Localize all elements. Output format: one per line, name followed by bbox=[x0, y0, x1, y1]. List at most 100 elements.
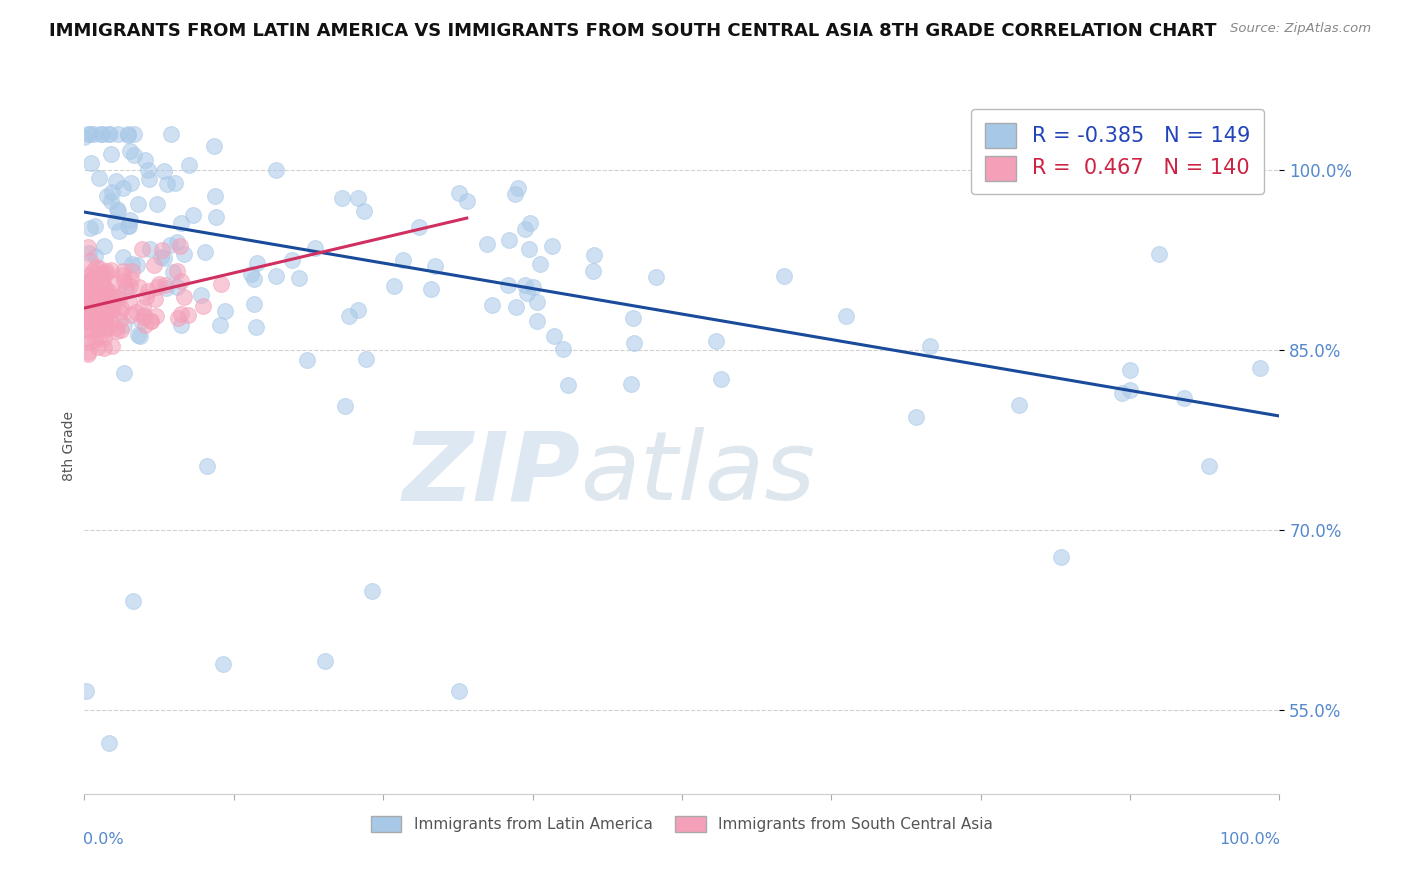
Point bbox=[347, 302, 370, 317]
Point bbox=[98, 127, 121, 141]
Point bbox=[145, 309, 167, 323]
Point bbox=[177, 308, 200, 322]
Point bbox=[107, 204, 129, 219]
Text: IMMIGRANTS FROM LATIN AMERICA VS IMMIGRANTS FROM SOUTH CENTRAL ASIA 8TH GRADE CO: IMMIGRANTS FROM LATIN AMERICA VS IMMIGRA… bbox=[49, 22, 1216, 40]
Point bbox=[101, 302, 124, 317]
Point bbox=[94, 312, 117, 326]
Point bbox=[191, 299, 214, 313]
Point bbox=[138, 171, 160, 186]
Point bbox=[541, 238, 564, 252]
Point bbox=[84, 219, 107, 233]
Point bbox=[91, 276, 114, 290]
Point bbox=[110, 323, 132, 337]
Point bbox=[112, 274, 135, 288]
Point bbox=[90, 317, 112, 331]
Point bbox=[143, 258, 166, 272]
Point bbox=[551, 342, 574, 356]
Point bbox=[80, 156, 103, 170]
Point bbox=[120, 144, 142, 158]
Text: ZIP: ZIP bbox=[402, 427, 581, 520]
Point bbox=[266, 163, 288, 178]
Point bbox=[132, 310, 155, 324]
Point bbox=[96, 264, 118, 278]
Text: 100.0%: 100.0% bbox=[1219, 832, 1281, 847]
Point bbox=[243, 296, 266, 310]
Point bbox=[90, 286, 112, 301]
Point bbox=[80, 293, 103, 307]
Point bbox=[114, 278, 136, 293]
Point bbox=[117, 128, 139, 142]
Point bbox=[90, 306, 112, 320]
Point bbox=[127, 258, 149, 272]
Point bbox=[304, 241, 326, 255]
Point bbox=[94, 311, 117, 326]
Point bbox=[127, 197, 149, 211]
Point bbox=[103, 214, 125, 228]
Point bbox=[84, 318, 107, 333]
Point bbox=[111, 250, 134, 264]
Point bbox=[170, 318, 193, 333]
Point bbox=[204, 189, 226, 203]
Point bbox=[704, 334, 727, 348]
Point bbox=[91, 315, 114, 329]
Point bbox=[1111, 385, 1133, 400]
Point bbox=[73, 308, 96, 322]
Point bbox=[519, 217, 541, 231]
Point bbox=[1008, 398, 1031, 412]
Point bbox=[150, 251, 173, 265]
Point bbox=[96, 321, 118, 335]
Point bbox=[125, 304, 148, 318]
Point bbox=[79, 305, 101, 319]
Point bbox=[75, 301, 97, 316]
Legend: Immigrants from Latin America, Immigrants from South Central Asia: Immigrants from Latin America, Immigrant… bbox=[364, 810, 1000, 838]
Point bbox=[197, 458, 219, 473]
Point bbox=[76, 312, 98, 326]
Point bbox=[1149, 247, 1171, 261]
Point bbox=[498, 233, 520, 247]
Point bbox=[166, 235, 188, 249]
Point bbox=[75, 275, 97, 289]
Point bbox=[173, 290, 195, 304]
Point bbox=[94, 283, 117, 297]
Point bbox=[155, 278, 177, 293]
Point bbox=[143, 293, 166, 307]
Point bbox=[82, 282, 104, 296]
Point bbox=[75, 683, 97, 698]
Point bbox=[105, 202, 128, 216]
Point bbox=[75, 294, 97, 309]
Point bbox=[128, 280, 150, 294]
Point bbox=[91, 271, 114, 285]
Point bbox=[73, 278, 96, 293]
Point bbox=[353, 204, 375, 219]
Point bbox=[543, 328, 565, 343]
Point bbox=[314, 654, 336, 668]
Point bbox=[87, 171, 110, 186]
Point bbox=[73, 130, 96, 145]
Point bbox=[112, 264, 135, 278]
Point bbox=[76, 347, 98, 361]
Point bbox=[100, 301, 122, 315]
Point bbox=[77, 246, 100, 260]
Point bbox=[82, 264, 104, 278]
Point bbox=[1173, 391, 1195, 405]
Point bbox=[360, 584, 382, 599]
Point bbox=[529, 257, 551, 271]
Point bbox=[79, 254, 101, 268]
Point bbox=[166, 310, 188, 325]
Point bbox=[76, 298, 98, 312]
Point bbox=[105, 289, 128, 303]
Text: 0.0%: 0.0% bbox=[83, 832, 124, 847]
Point bbox=[481, 298, 503, 312]
Point bbox=[96, 189, 118, 203]
Point bbox=[111, 268, 134, 283]
Point bbox=[772, 269, 794, 284]
Point bbox=[128, 328, 150, 343]
Point bbox=[93, 279, 115, 293]
Point bbox=[93, 285, 115, 299]
Point bbox=[93, 331, 115, 345]
Point bbox=[114, 282, 136, 296]
Point bbox=[110, 304, 132, 318]
Point bbox=[112, 367, 135, 381]
Point bbox=[408, 219, 430, 234]
Point bbox=[89, 275, 111, 289]
